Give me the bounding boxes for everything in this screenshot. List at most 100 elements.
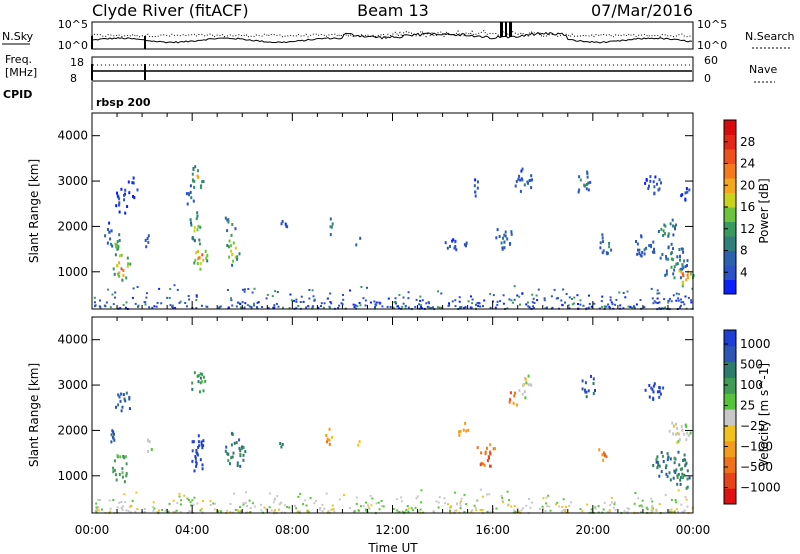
ground-cell: [290, 299, 293, 302]
ground-cell: [624, 296, 627, 299]
ground-cell: [627, 305, 630, 308]
data-cell: [678, 463, 681, 467]
data-cell: [204, 249, 207, 253]
ground-cell: [489, 511, 492, 514]
ground-cell: [500, 494, 503, 497]
ground-cell: [529, 506, 532, 509]
ground-cell: [365, 508, 368, 511]
data-cell: [599, 246, 602, 250]
data-cell: [586, 170, 589, 174]
data-cell: [112, 267, 115, 271]
data-cell: [198, 242, 201, 246]
ground-cell: [674, 499, 677, 501]
data-cell: [599, 241, 602, 245]
ground-cell: [628, 508, 630, 511]
data-cell: [657, 230, 660, 233]
colorbar-swatch: [724, 120, 736, 135]
ground-cell: [637, 497, 640, 500]
ground-cell: [381, 305, 384, 308]
data-cell: [658, 187, 661, 191]
ground-cell: [256, 306, 258, 309]
ground-cell: [353, 510, 356, 513]
ground-cell: [325, 492, 328, 495]
data-cell: [236, 255, 239, 259]
ground-cell: [305, 306, 308, 309]
ground-cell: [273, 510, 276, 513]
ground-cell: [378, 508, 381, 511]
ground-cell: [120, 501, 123, 503]
data-cell: [123, 193, 125, 197]
data-cell: [198, 256, 201, 260]
ground-cell: [242, 288, 244, 291]
ground-cell: [277, 305, 280, 308]
ground-cell: [467, 300, 470, 303]
nsearch-trace: [91, 29, 693, 38]
data-cell: [590, 374, 592, 378]
colorbar-swatch: [724, 377, 736, 394]
ground-cell: [243, 306, 246, 309]
freq-label: Freq.: [5, 53, 32, 66]
ground-cell: [127, 510, 130, 513]
ground-cell: [311, 306, 314, 309]
data-cell: [123, 480, 126, 484]
data-cell: [227, 459, 230, 463]
data-cell: [658, 395, 661, 399]
data-cell: [585, 187, 588, 191]
ground-cell: [371, 497, 374, 500]
ground-cell: [200, 507, 203, 510]
ground-cell: [454, 509, 457, 512]
data-cell: [127, 180, 130, 184]
ground-cell: [283, 504, 286, 507]
data-cell: [665, 272, 668, 276]
ground-cell: [396, 509, 399, 512]
y-tick-label: 2000: [57, 423, 88, 437]
data-cell: [652, 180, 655, 184]
ground-cell: [496, 303, 499, 306]
data-cell: [238, 446, 241, 450]
data-cell: [527, 181, 529, 185]
freq-marker: [144, 64, 146, 80]
ground-cell: [107, 288, 110, 291]
data-cell: [584, 390, 587, 394]
date-title: 07/Mar/2016: [591, 1, 693, 20]
ground-cell: [195, 299, 198, 301]
data-cell: [489, 464, 491, 468]
data-cell: [665, 269, 668, 273]
data-cell: [686, 477, 689, 481]
y-tick-label: 3000: [57, 174, 88, 188]
data-cell: [117, 393, 120, 397]
data-cell: [636, 242, 639, 246]
data-cell: [476, 186, 479, 190]
ground-cell: [99, 306, 102, 309]
data-cell: [189, 184, 192, 188]
ground-cell: [235, 305, 238, 308]
ground-cell: [407, 510, 410, 513]
ground-cell: [680, 301, 683, 304]
ground-cell: [608, 509, 611, 512]
ground-cell: [306, 510, 309, 513]
ground-cell: [526, 301, 529, 304]
data-cell: [681, 428, 684, 432]
colorbar-swatch: [724, 236, 736, 251]
data-cell: [605, 455, 608, 459]
ground-cell: [613, 503, 616, 506]
ground-cell: [342, 294, 344, 296]
data-cell: [195, 251, 198, 255]
ground-cell: [553, 288, 556, 291]
data-cell: [686, 431, 689, 435]
data-cell: [686, 273, 689, 277]
data-cell: [147, 450, 149, 453]
ground-cell: [656, 292, 659, 295]
ground-cell: [247, 288, 250, 290]
ground-cell: [271, 295, 274, 298]
data-cell: [474, 178, 477, 182]
data-cell: [581, 379, 584, 383]
data-cell: [602, 249, 605, 253]
ground-cell: [244, 288, 246, 291]
data-cell: [669, 222, 672, 226]
data-cell: [519, 178, 522, 182]
data-cell: [193, 225, 196, 229]
nsearch-label: N.Search: [745, 30, 795, 43]
ground-cell: [296, 510, 299, 513]
